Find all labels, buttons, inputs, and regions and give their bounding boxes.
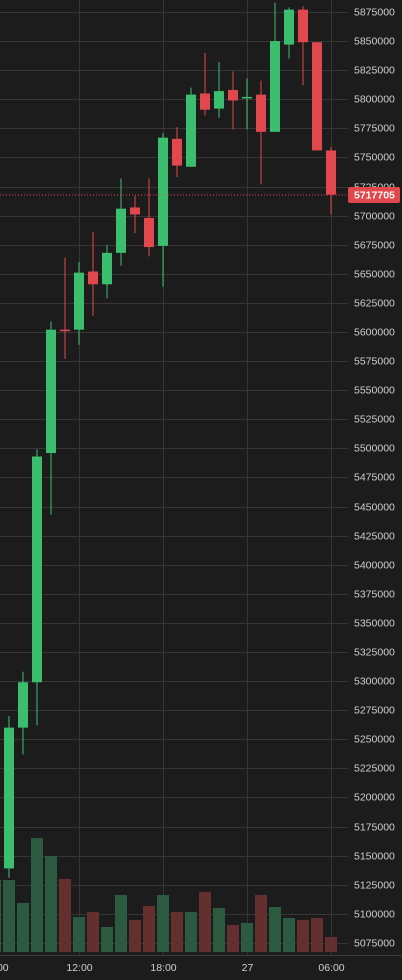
y-tick-label: 5325000 [354,646,395,658]
candle-body [228,89,238,101]
y-tick-label: 5550000 [354,384,395,396]
y-tick-label: 5750000 [354,151,395,163]
y-tick-label: 5125000 [354,879,395,891]
volume-bar [185,912,197,952]
volume-bar [157,895,169,952]
candle-body [60,329,70,332]
y-tick-label: 5200000 [354,791,395,803]
y-tick-label: 5500000 [354,442,395,454]
volume-bar [31,838,43,952]
candle-body [46,329,56,454]
y-tick-label: 5075000 [354,937,395,949]
candle-body [4,727,14,869]
plot-area [0,2,348,952]
y-tick-label: 5825000 [354,64,395,76]
y-tick-label: 5375000 [354,588,395,600]
y-tick-label: 5775000 [354,122,395,134]
y-tick-label: 5175000 [354,821,395,833]
volume-bar [115,895,127,952]
y-tick-label: 5875000 [354,6,395,18]
y-tick-label: 5225000 [354,762,395,774]
y-tick-label: 5150000 [354,850,395,862]
x-tick-label: 06:00 [318,962,344,974]
volume-bar [227,925,239,952]
volume-bar [241,923,253,952]
candle-body [312,42,322,151]
candle-body [32,456,42,683]
volume-bar [213,908,225,952]
y-tick-label: 5275000 [354,704,395,716]
candle-body [256,94,266,132]
candle-body [200,93,210,110]
y-tick-label: 5425000 [354,530,395,542]
candle-body [326,150,336,195]
candle-body [144,217,154,248]
volume-bar [199,892,211,952]
volume-bar [0,880,1,952]
volume-bar [45,856,57,952]
volume-bar [311,918,323,952]
x-tick-label: 12:00 [66,962,92,974]
volume-bar [255,895,267,952]
candle-body [270,41,280,132]
candle-body [158,137,168,246]
volume-bar [143,906,155,952]
y-tick-label: 5575000 [354,355,395,367]
candle-body [88,271,98,285]
volume-bar [17,903,29,952]
y-tick-label: 5250000 [354,733,395,745]
y-tick-label: 5350000 [354,617,395,629]
grid [0,0,348,955]
x-tick-label: 18:00 [150,962,176,974]
y-tick-label: 5800000 [354,93,395,105]
volume-bar [171,912,183,952]
volume-bar [101,927,113,952]
y-tick-label: 5475000 [354,471,395,483]
y-tick-label: 5625000 [354,297,395,309]
y-tick-label: 5100000 [354,908,395,920]
x-tick-label: 27 [242,962,254,974]
candle-body [284,9,294,45]
y-tick-label: 5700000 [354,210,395,222]
candle-body [214,91,224,109]
axis: 5075000 5100000 5125000 5150000 5175000 52000… [0,6,400,974]
y-tick-label: 5450000 [354,501,395,513]
candle-body [298,9,308,43]
candle-body [116,208,126,253]
y-tick-label: 5675000 [354,239,395,251]
x-tick-label: 06:00 [0,962,9,974]
candle-body [74,272,84,330]
volume-bar [87,912,99,952]
volume-bar [297,920,309,952]
last-price-label: 5717705 [354,189,395,201]
candle-body [18,682,28,728]
volume-bar [3,880,15,952]
candle-body [186,94,196,167]
volume-bar [325,937,337,952]
y-tick-label: 5600000 [354,326,395,338]
candle-body [172,138,182,166]
candle-body [242,96,252,99]
volume-bar [269,907,281,952]
volume-bar [129,920,141,952]
volume-bar [59,879,71,952]
y-tick-label: 5525000 [354,413,395,425]
y-tick-label: 5850000 [354,35,395,47]
y-tick-label: 5300000 [354,675,395,687]
candle-body [102,252,112,285]
volume-bar [283,918,295,952]
y-tick-label: 5650000 [354,268,395,280]
y-tick-label: 5400000 [354,559,395,571]
last-price-box [348,187,400,204]
volume-bar [73,917,85,952]
candle-body [130,207,140,215]
